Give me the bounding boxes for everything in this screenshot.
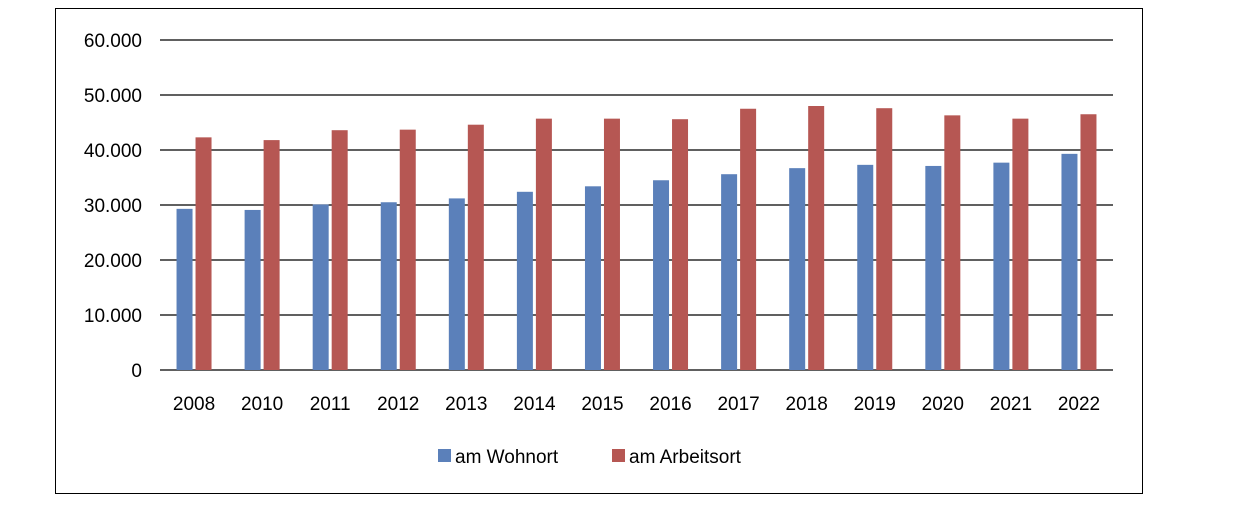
x-tick-label: 2010: [241, 394, 283, 415]
y-tick-label: 30.000: [84, 196, 142, 217]
x-tick-label: 2016: [649, 394, 691, 415]
bar-am-wohnort: [312, 204, 329, 370]
y-tick-label: 0: [131, 361, 142, 382]
x-tick-label: 2021: [990, 394, 1032, 415]
x-tick-label: 2014: [513, 394, 556, 415]
x-tick-label: 2012: [377, 394, 419, 415]
bar-am-arbeitsort: [535, 118, 552, 371]
bar-am-wohnort: [584, 186, 601, 370]
x-tick-label: 2011: [310, 394, 351, 415]
bar-am-wohnort: [1061, 153, 1078, 370]
legend-label-am-arbeitsort: am Arbeitsort: [629, 447, 742, 468]
x-tick-label: 2022: [1058, 394, 1100, 415]
bar-am-arbeitsort: [672, 119, 689, 370]
x-tick-label: 2013: [445, 394, 487, 415]
bar-am-wohnort: [993, 162, 1010, 370]
y-tick-label: 40.000: [84, 141, 142, 162]
x-tick-label: 2015: [581, 394, 623, 415]
bar-am-arbeitsort: [331, 130, 348, 370]
bar-am-wohnort: [721, 174, 738, 370]
x-tick-label: 2008: [173, 394, 215, 415]
y-tick-label: 50.000: [84, 86, 142, 107]
bar-am-arbeitsort: [399, 129, 416, 370]
bar-am-arbeitsort: [467, 124, 484, 370]
bar-am-wohnort: [653, 180, 670, 370]
y-tick-label: 10.000: [84, 306, 142, 327]
x-tick-label: 2017: [717, 394, 759, 415]
x-tick-label: 2018: [786, 394, 828, 415]
bar-am-arbeitsort: [1080, 114, 1097, 370]
bar-am-wohnort: [380, 202, 397, 370]
bar-am-wohnort: [244, 209, 261, 370]
bar-am-wohnort: [448, 198, 465, 370]
bar-am-wohnort: [857, 164, 874, 370]
bar-am-wohnort: [516, 191, 533, 370]
bar-am-arbeitsort: [808, 106, 825, 370]
x-tick-label: 2020: [922, 394, 964, 415]
bar-am-arbeitsort: [876, 108, 893, 370]
bar-am-wohnort: [176, 208, 193, 370]
x-tick-label: 2019: [854, 394, 896, 415]
bar-am-arbeitsort: [740, 108, 757, 370]
legend-swatch-am-arbeitsort: [612, 449, 625, 462]
bar-am-arbeitsort: [1012, 118, 1029, 371]
legend-label-am-wohnort: am Wohnort: [455, 447, 559, 468]
y-tick-label: 20.000: [84, 251, 142, 272]
legend-swatch-am-wohnort: [438, 449, 451, 462]
bar-am-wohnort: [925, 165, 942, 370]
bar-am-wohnort: [789, 168, 806, 370]
bar-am-arbeitsort: [603, 118, 620, 371]
y-tick-label: 60.000: [84, 31, 142, 52]
bar-am-arbeitsort: [944, 115, 961, 370]
bar-am-arbeitsort: [263, 140, 280, 370]
bar-am-arbeitsort: [195, 137, 212, 370]
